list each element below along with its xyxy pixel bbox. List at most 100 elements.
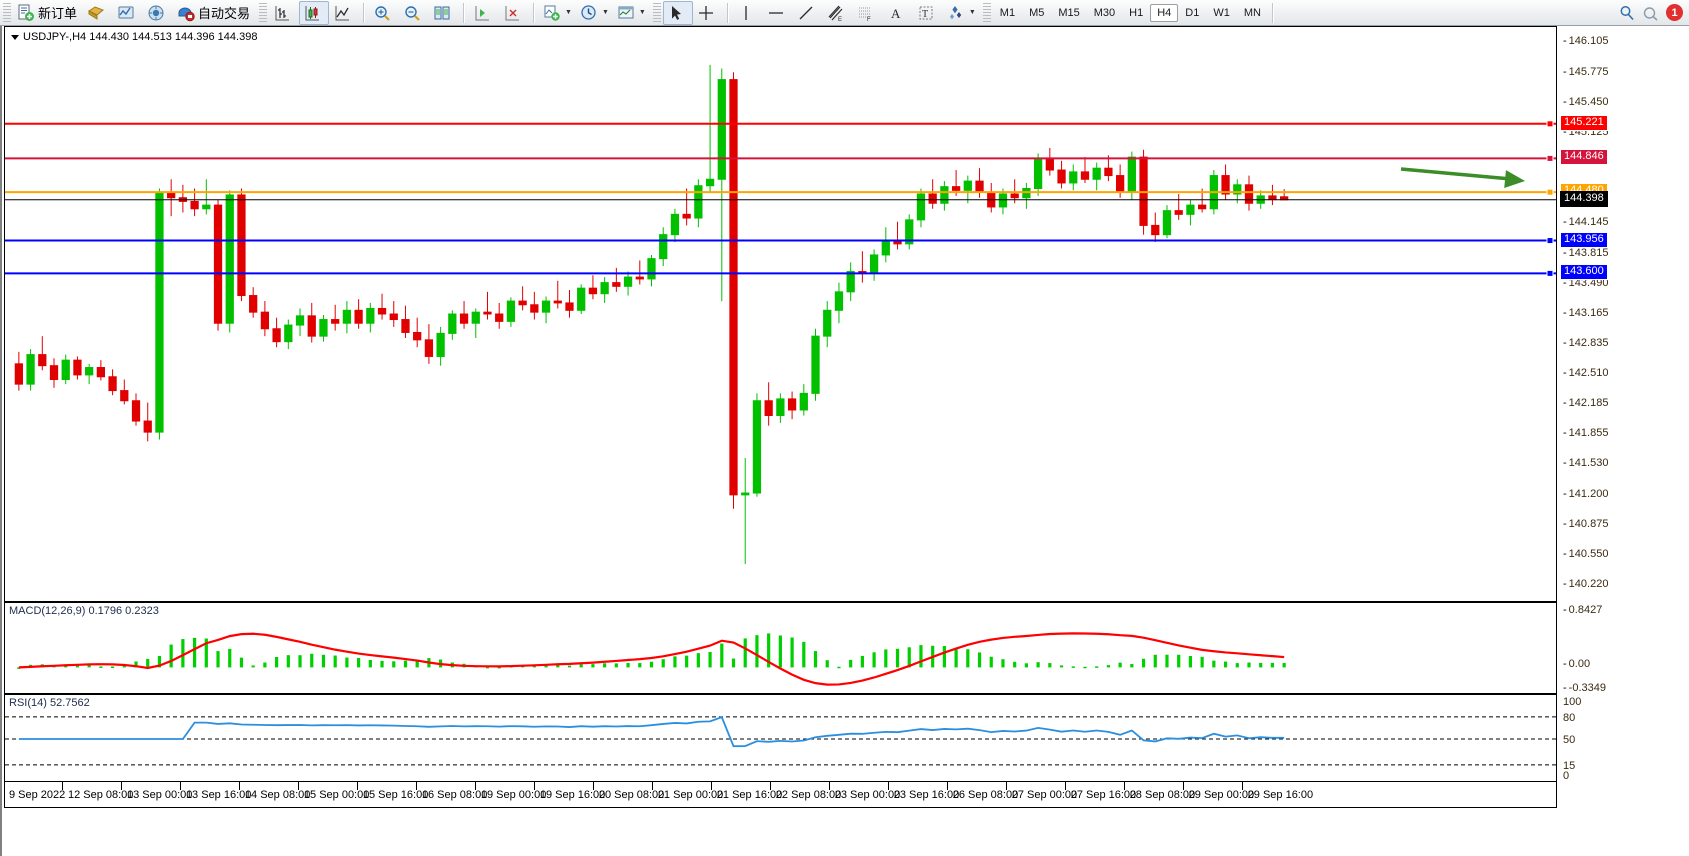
toolbar-grip-3[interactable] bbox=[652, 2, 661, 23]
timeframe-d1[interactable]: D1 bbox=[1185, 6, 1200, 19]
timeframe-h1[interactable]: H1 bbox=[1129, 6, 1144, 19]
price-tick-14: -141.530 bbox=[1563, 457, 1609, 470]
time-tick-16 bbox=[946, 782, 948, 790]
time-label-4: 14 Sep 08:00 bbox=[244, 789, 311, 801]
candlestick-chart-button[interactable] bbox=[299, 0, 330, 25]
timeframe-w1[interactable]: W1 bbox=[1213, 6, 1230, 19]
price-tick-13: -141.855 bbox=[1563, 427, 1609, 440]
periods-button[interactable]: ▼ bbox=[576, 1, 613, 25]
price-level-badge-current-price[interactable]: 144.398 bbox=[1560, 190, 1608, 207]
chart-shift-button[interactable] bbox=[469, 1, 499, 25]
chart-menu-triangle-icon[interactable] bbox=[11, 34, 19, 40]
time-label-0: 9 Sep 2022 bbox=[9, 789, 66, 801]
price-pane[interactable]: USDJPY-,H4 144.430 144.513 144.396 144.3… bbox=[4, 26, 1557, 602]
text-label-icon: T bbox=[917, 4, 935, 22]
price-level-badge-resistance-lower[interactable]: 144.846 bbox=[1560, 149, 1608, 166]
rsi-tick-50: 50 bbox=[1563, 734, 1576, 747]
indicators-caret-icon[interactable]: ▼ bbox=[565, 9, 572, 16]
time-tick-13 bbox=[769, 782, 771, 790]
timeframe-m1[interactable]: M1 bbox=[999, 6, 1016, 19]
search-icon[interactable] bbox=[1618, 4, 1636, 22]
line-chart-icon bbox=[333, 4, 351, 22]
text-icon: A bbox=[887, 4, 905, 22]
templates-caret-icon[interactable]: ▼ bbox=[638, 9, 646, 16]
time-tick-14 bbox=[828, 782, 830, 790]
time-tick-9 bbox=[533, 782, 535, 790]
price-tick-6: -144.145 bbox=[1563, 216, 1609, 229]
bar-chart-button[interactable] bbox=[269, 1, 299, 25]
toolbar-right-group: 1 bbox=[1618, 4, 1689, 22]
indicators-button[interactable]: ▼ bbox=[539, 1, 576, 25]
bar-chart-icon bbox=[273, 4, 291, 22]
rsi-pane-canvas bbox=[5, 716, 1556, 766]
cursor-button[interactable] bbox=[662, 0, 693, 25]
timeframe-mn[interactable]: MN bbox=[1243, 6, 1261, 19]
templates-button[interactable]: ▼ bbox=[613, 1, 650, 25]
time-label-13: 22 Sep 08:00 bbox=[775, 789, 842, 801]
price-level-badge-support-lower[interactable]: 143.600 bbox=[1560, 264, 1608, 281]
time-label-19: 28 Sep 08:00 bbox=[1129, 789, 1196, 801]
toolbar-grip-2[interactable] bbox=[259, 2, 268, 23]
price-level-badge-resistance-upper[interactable]: 145.221 bbox=[1560, 114, 1608, 131]
price-tick-2: -145.450 bbox=[1563, 95, 1609, 108]
horizontal-line-button[interactable] bbox=[763, 1, 793, 25]
price-tick-7: -143.815 bbox=[1563, 246, 1609, 259]
time-tick-7 bbox=[415, 782, 417, 790]
rsi-title: RSI(14) 52.7562 bbox=[9, 697, 90, 709]
zoom-in-button[interactable] bbox=[369, 1, 399, 25]
timeframe-h4[interactable]: H4 bbox=[1150, 3, 1179, 22]
price-level-badge-support-upper[interactable]: 143.956 bbox=[1560, 231, 1608, 248]
shapes-button[interactable]: ▼ bbox=[943, 1, 980, 25]
time-label-18: 27 Sep 16:00 bbox=[1070, 789, 1137, 801]
price-tick-15: -141.200 bbox=[1563, 487, 1609, 500]
new-order-button[interactable]: 新订单 bbox=[13, 1, 83, 25]
time-label-11: 21 Sep 00:00 bbox=[657, 789, 724, 801]
time-tick-5 bbox=[297, 782, 299, 790]
equidistant-channel-button[interactable]: E bbox=[823, 1, 853, 25]
line-chart-button[interactable] bbox=[329, 1, 359, 25]
terminal-button[interactable] bbox=[83, 1, 113, 25]
time-tick-18 bbox=[1064, 782, 1066, 790]
autotrading-button[interactable]: 自动交易 bbox=[173, 1, 256, 25]
zoom-out-button[interactable] bbox=[399, 1, 429, 25]
time-axis[interactable]: 9 Sep 2022 12 Sep 08:00 13 Sep 00:00 13 Sep… bbox=[4, 782, 1557, 808]
time-tick-12 bbox=[710, 782, 712, 790]
market-watch-button[interactable] bbox=[113, 1, 143, 25]
price-pane-canvas bbox=[5, 64, 1556, 565]
price-tick-17: -140.550 bbox=[1563, 547, 1609, 560]
time-tick-3 bbox=[179, 782, 181, 790]
periods-caret-icon[interactable]: ▼ bbox=[601, 9, 609, 16]
rsi-pane[interactable]: RSI(14) 52.7562 bbox=[4, 694, 1557, 782]
notification-count-badge[interactable]: 1 bbox=[1666, 4, 1683, 21]
timeframe-m30[interactable]: M30 bbox=[1093, 6, 1116, 19]
price-axis[interactable]: -146.105-145.775-145.450-145.125-144.795… bbox=[1557, 26, 1689, 782]
time-label-9: 19 Sep 16:00 bbox=[539, 789, 606, 801]
toolbar-grip-1[interactable] bbox=[3, 2, 11, 23]
data-window-button[interactable] bbox=[143, 1, 173, 25]
time-label-1: 12 Sep 08:00 bbox=[67, 789, 134, 801]
crosshair-button[interactable] bbox=[693, 1, 723, 25]
auto-scroll-button[interactable] bbox=[499, 1, 529, 25]
toolbar-separator-2 bbox=[463, 2, 466, 23]
time-tick-11 bbox=[651, 782, 653, 790]
timeframe-m5[interactable]: M5 bbox=[1029, 6, 1045, 19]
time-label-8: 19 Sep 00:00 bbox=[480, 789, 547, 801]
timeframe-m15[interactable]: M15 bbox=[1058, 6, 1080, 19]
trendline-button[interactable] bbox=[793, 1, 823, 25]
price-tick-11: -142.510 bbox=[1563, 366, 1609, 379]
tile-windows-icon bbox=[433, 4, 451, 22]
vertical-line-icon bbox=[737, 4, 755, 22]
notifications-icon[interactable] bbox=[1642, 4, 1660, 22]
shapes-caret-icon[interactable]: ▼ bbox=[968, 9, 976, 16]
tile-windows-button[interactable] bbox=[429, 1, 459, 25]
fibonacci-button[interactable]: F bbox=[853, 1, 883, 25]
time-tick-10 bbox=[592, 782, 594, 790]
text-label-button[interactable]: T bbox=[913, 1, 943, 25]
autotrading-icon bbox=[177, 4, 195, 22]
text-button[interactable]: A bbox=[883, 1, 913, 25]
toolbar-grip-4[interactable] bbox=[982, 2, 991, 23]
macd-pane[interactable]: MACD(12,26,9) 0.1796 0.2323 bbox=[4, 602, 1557, 694]
vertical-line-button[interactable] bbox=[733, 1, 763, 25]
time-label-12: 21 Sep 16:00 bbox=[716, 789, 783, 801]
